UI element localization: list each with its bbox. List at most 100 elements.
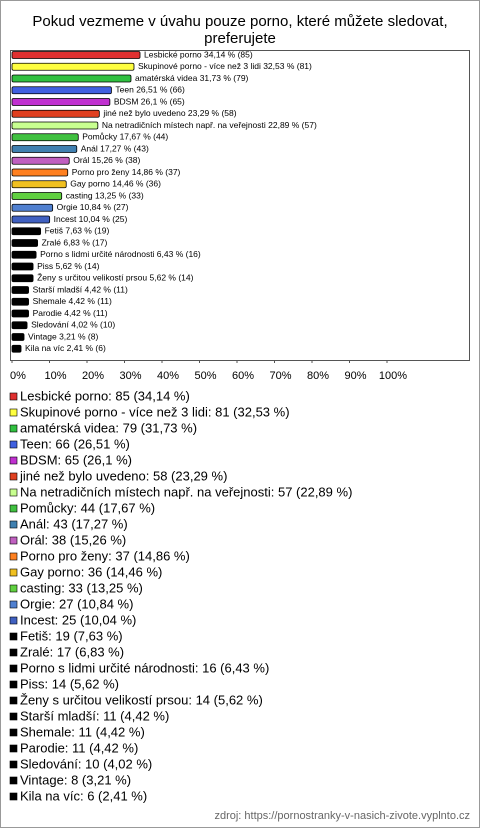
bar — [11, 86, 112, 95]
bar — [11, 180, 67, 189]
legend-swatch — [9, 648, 18, 657]
bar-label: Porno s lidmi určité národnosti 6,43 % (… — [40, 249, 201, 259]
bar — [11, 215, 51, 224]
legend-label: Fetiš: 19 (7,63 %) — [20, 628, 123, 643]
x-tick-label: 50% — [194, 370, 216, 382]
x-tick-label: 10% — [44, 370, 66, 382]
bar — [11, 168, 69, 177]
x-tick-label: 60% — [232, 370, 254, 382]
legend-swatch — [9, 552, 18, 561]
bar — [11, 74, 132, 83]
legend-swatch — [9, 440, 18, 449]
legend-label: Kila na víc: 6 (2,41 %) — [20, 788, 147, 803]
bar — [11, 274, 34, 283]
bar-label: Piss 5,62 % (14) — [37, 261, 100, 271]
legend-label: Orál: 38 (15,26 %) — [20, 532, 126, 547]
legend-swatch — [9, 712, 18, 721]
legend-swatch — [9, 392, 18, 401]
legend-swatch — [9, 520, 18, 529]
legend-label: amatérská videa: 79 (31,73 %) — [20, 420, 197, 435]
bar — [11, 250, 37, 259]
bar — [11, 286, 29, 294]
legend-label: Zralé: 17 (6,83 %) — [20, 644, 124, 659]
x-tick-label: 20% — [82, 370, 104, 382]
bar — [11, 309, 29, 318]
legend-label: Orgie: 27 (10,84 %) — [20, 596, 133, 611]
legend-swatch — [9, 760, 18, 769]
chart-title: Pokud vezmeme v úvahu pouze porno, které… — [32, 13, 447, 47]
bar-label: Zralé 6,83 % (17) — [42, 237, 108, 247]
bar — [11, 62, 135, 71]
legend-swatch — [9, 616, 18, 625]
bar-label: Shemale 4,42 % (11) — [33, 296, 112, 306]
legend-swatch — [9, 632, 18, 641]
legend-label: Gay porno: 36 (14,46 %) — [20, 564, 162, 579]
source: zdroj: https://pornostranky-v-nasich-ziv… — [214, 810, 470, 822]
bar-label: amatérská videa 31,73 % (79) — [135, 73, 249, 83]
legend-swatch — [9, 472, 18, 481]
legend-swatch — [9, 568, 18, 577]
x-tick-label: 70% — [269, 370, 291, 382]
bar-label: jiné než bylo uvedeno 23,29 % (58) — [102, 108, 236, 118]
legend-swatch — [9, 664, 18, 673]
legend-label: Porno pro ženy: 37 (14,86 %) — [20, 548, 190, 563]
bar-label: Starší mladší 4,42 % (11) — [33, 284, 128, 294]
legend-label: Na netradičních místech např. na veřejno… — [20, 484, 352, 499]
legend-swatch — [9, 584, 18, 593]
legend-swatch — [9, 600, 18, 609]
legend-swatch — [9, 488, 18, 497]
bar — [11, 192, 63, 200]
bar-label: Vintage 3,21 % (8) — [28, 331, 98, 341]
bar-label: Gay porno 14,46 % (36) — [70, 179, 161, 189]
legend-swatch — [9, 680, 18, 689]
legend-label: Anál: 43 (17,27 %) — [20, 516, 128, 531]
bar-label: Kila na víc 2,41 % (6) — [25, 343, 106, 353]
x-tick-label: 90% — [344, 370, 366, 382]
bar — [11, 239, 39, 247]
legend-label: Shemale: 11 (4,42 %) — [20, 724, 145, 739]
legend-swatch — [9, 728, 18, 737]
bar-label: Skupinové porno - více než 3 lidi 32,53 … — [138, 61, 312, 71]
bar — [11, 145, 78, 153]
legend-swatch — [9, 776, 18, 785]
legend-label: Sledování: 10 (4,02 %) — [20, 756, 152, 771]
legend-swatch — [9, 536, 18, 545]
legend-label: Vintage: 8 (3,21 %) — [20, 772, 131, 787]
bar-label: Teen 26,51 % (66) — [115, 85, 185, 95]
bar-label: Pomůcky 17,67 % (44) — [82, 132, 168, 142]
bar-label: Sledování 4,02 % (10) — [31, 320, 115, 330]
x-tick-label: 100% — [379, 370, 407, 382]
bar-label: Na netradičních místech např. na veřejno… — [102, 120, 317, 130]
bar — [11, 227, 42, 236]
legend-swatch — [9, 504, 18, 513]
legend-label: Piss: 14 (5,62 %) — [20, 676, 119, 691]
legend-label: jiné než bylo uvedeno: 58 (23,29 %) — [19, 468, 227, 483]
legend-swatch — [9, 792, 18, 801]
bar — [11, 51, 141, 59]
bar-label: Incest 10,04 % (25) — [54, 214, 128, 224]
bar-label: Anál 17,27 % (43) — [81, 143, 149, 153]
legend-swatch — [9, 408, 18, 417]
x-tick-label: 0% — [10, 370, 26, 382]
legend-swatch — [9, 424, 18, 433]
bar — [11, 98, 111, 106]
legend-label: Incest: 25 (10,04 %) — [20, 612, 136, 627]
bar-label: BDSM 26,1 % (65) — [114, 96, 185, 106]
bar — [11, 262, 34, 271]
legend-label: Parodie: 11 (4,42 %) — [20, 740, 138, 755]
bar — [11, 344, 22, 353]
bar — [11, 109, 100, 118]
bar-label: Porno pro ženy 14,86 % (37) — [72, 167, 181, 177]
bar — [11, 156, 70, 165]
legend-label: Lesbické porno: 85 (34,14 %) — [20, 388, 190, 403]
bar-label: Ženy s určitou velikostí prsou 5,62 % (1… — [37, 273, 194, 283]
legend-label: Skupinové porno - více než 3 lidi: 81 (3… — [20, 404, 290, 419]
x-tick-label: 40% — [157, 370, 179, 382]
legend-swatch — [9, 456, 18, 465]
legend-label: casting: 33 (13,25 %) — [20, 580, 143, 595]
legend-swatch — [9, 744, 18, 753]
bar — [11, 133, 79, 142]
bar-label: Orál 15,26 % (38) — [73, 155, 140, 165]
